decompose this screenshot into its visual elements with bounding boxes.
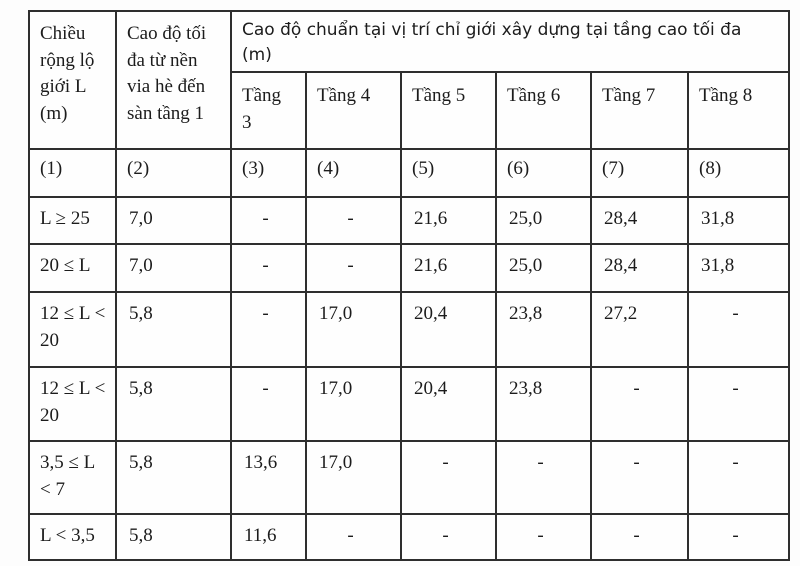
column-index-4: (4) [305, 148, 402, 199]
value-cell: - [495, 440, 592, 516]
value-cell: 5,8 [115, 366, 232, 443]
table-row: 20 ≤ L 7,0- -21,6 25,0 28,4 31,8 [28, 243, 790, 294]
value-cell: - [687, 291, 790, 369]
value-cell: 21,6 [400, 243, 497, 294]
value-cell: - [400, 440, 497, 516]
value-cell: 23,8 [495, 366, 592, 443]
header-floor-5: Tầng 5 [400, 71, 497, 151]
value-cell: 28,4 [590, 196, 689, 246]
value-cell: 7,0 [115, 196, 232, 246]
value-cell: - [687, 440, 790, 516]
column-index-1: (1) [28, 148, 117, 199]
table-row: 12 ≤ L < 20 5,8-17,0 20,4 23,8 27,2- [28, 291, 790, 369]
value-cell: - [495, 513, 592, 562]
header-row-main: Chiều rộng lộ giới L (m) Cao độ tối đa t… [28, 9, 790, 151]
value-cell: 25,0 [495, 243, 592, 294]
value-cell: 20,4 [400, 291, 497, 369]
value-cell: 11,6 [230, 513, 307, 562]
column-index-8: (8) [687, 148, 790, 199]
value-cell: 28,4 [590, 243, 689, 294]
header-row-indices: (1) (2) (3) (4) (5) (6) (7) (8) [28, 148, 790, 199]
value-cell: - [400, 513, 497, 562]
value-cell: 21,6 [400, 196, 497, 246]
row-label-cell: 12 ≤ L < 20 [28, 366, 117, 443]
table-row: L ≥ 25 7,0- -21,6 25,0 28,4 31,8 [28, 196, 790, 246]
value-cell: - [230, 196, 307, 246]
value-cell: 17,0 [305, 366, 402, 443]
value-cell: - [590, 513, 689, 562]
column-index-2: (2) [115, 148, 232, 199]
value-cell: 31,8 [687, 243, 790, 294]
header-standard-height-span: Cao độ chuẩn tại vị trí chỉ giới xây dựn… [230, 9, 790, 74]
building-height-regulation-table: Chiều rộng lộ giới L (m) Cao độ tối đa t… [28, 9, 790, 562]
table-row: L < 3,5 5,8 11,6- - - - - [28, 513, 790, 562]
header-max-height-floor1: Cao độ tối đa từ nền via hè đến sàn tầng… [115, 9, 232, 151]
value-cell: 25,0 [495, 196, 592, 246]
value-cell: 5,8 [115, 513, 232, 562]
header-floor-8: Tầng 8 [687, 71, 790, 151]
value-cell: 7,0 [115, 243, 232, 294]
table-row: 12 ≤ L < 20 5,8-17,0 20,4 23,8- - [28, 366, 790, 443]
column-index-6: (6) [495, 148, 592, 199]
value-cell: 13,6 [230, 440, 307, 516]
value-cell: 5,8 [115, 291, 232, 369]
column-index-3: (3) [230, 148, 307, 199]
header-floor-6: Tầng 6 [495, 71, 592, 151]
row-label-cell: 20 ≤ L [28, 243, 117, 294]
header-floor-7: Tầng 7 [590, 71, 689, 151]
table-body: Chiều rộng lộ giới L (m) Cao độ tối đa t… [28, 9, 790, 562]
value-cell: 23,8 [495, 291, 592, 369]
row-label-cell: L < 3,5 [28, 513, 117, 562]
value-cell: - [590, 366, 689, 443]
value-cell: 27,2 [590, 291, 689, 369]
row-label-cell: L ≥ 25 [28, 196, 117, 246]
header-floor-3: Tầng 3 [230, 71, 307, 151]
column-index-7: (7) [590, 148, 689, 199]
value-cell: - [687, 366, 790, 443]
value-cell: - [305, 513, 402, 562]
value-cell: 17,0 [305, 440, 402, 516]
value-cell: 17,0 [305, 291, 402, 369]
row-label-cell: 3,5 ≤ L < 7 [28, 440, 117, 516]
value-cell: - [230, 366, 307, 443]
value-cell: - [687, 513, 790, 562]
header-road-width: Chiều rộng lộ giới L (m) [28, 9, 117, 151]
table-row: 3,5 ≤ L < 7 5,8 13,6 17,0- - - - [28, 440, 790, 516]
value-cell: - [230, 243, 307, 294]
column-index-5: (5) [400, 148, 497, 199]
value-cell: 20,4 [400, 366, 497, 443]
value-cell: 31,8 [687, 196, 790, 246]
header-floor-4: Tầng 4 [305, 71, 402, 151]
value-cell: 5,8 [115, 440, 232, 516]
value-cell: - [305, 243, 402, 294]
value-cell: - [590, 440, 689, 516]
value-cell: - [230, 291, 307, 369]
header-row-floors: Tầng 3 Tầng 4 Tầng 5 Tầng 6 Tầng 7 Tầng … [29, 71, 790, 151]
row-label-cell: 12 ≤ L < 20 [28, 291, 117, 369]
value-cell: - [305, 196, 402, 246]
